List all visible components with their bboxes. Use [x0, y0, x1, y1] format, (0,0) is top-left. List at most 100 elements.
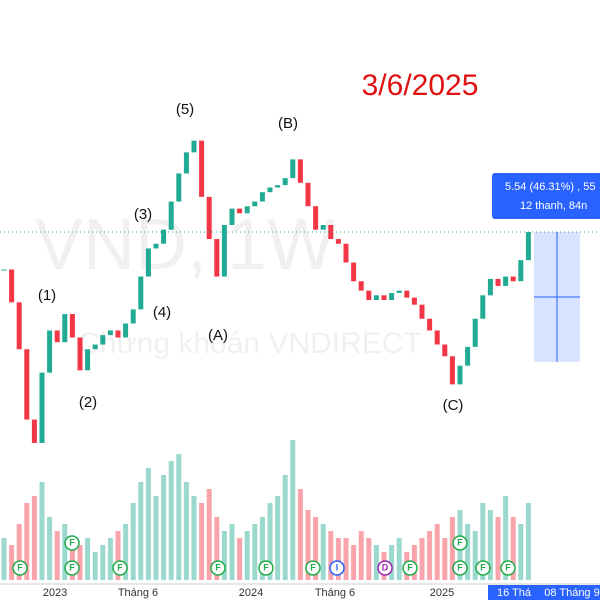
event-marker[interactable]: I: [336, 562, 339, 572]
event-marker[interactable]: F: [310, 562, 316, 572]
volume-bar: [176, 454, 182, 580]
volume-bar: [373, 545, 379, 580]
volume-bar: [389, 545, 395, 580]
volume-bar: [153, 496, 159, 580]
candle-body: [457, 365, 463, 385]
candle-body: [343, 243, 349, 263]
event-marker[interactable]: F: [505, 562, 511, 572]
candle-body: [138, 276, 144, 310]
event-marker[interactable]: F: [263, 562, 269, 572]
wave-label: (A): [208, 327, 228, 344]
event-marker[interactable]: F: [480, 562, 486, 572]
event-marker[interactable]: F: [69, 537, 75, 547]
wave-label: (2): [79, 394, 97, 411]
volume-bar: [320, 524, 326, 580]
volume-bar: [107, 538, 113, 580]
candle-body: [214, 239, 220, 277]
x-tick-label: 2025: [430, 587, 454, 599]
wave-label: (1): [38, 287, 56, 304]
volume-bar: [503, 496, 509, 580]
candle-body: [434, 330, 440, 345]
candle-body: [449, 356, 455, 385]
candle-body: [252, 201, 258, 207]
candle-body: [525, 232, 531, 261]
volume-bar: [434, 524, 440, 580]
volume-bar: [290, 440, 296, 580]
candle-body: [411, 297, 417, 305]
volume-bar: [427, 531, 433, 580]
event-marker[interactable]: F: [17, 562, 23, 572]
volume-bar: [252, 524, 258, 580]
candle-body: [351, 262, 357, 282]
wave-label: (4): [153, 304, 171, 321]
volume-bar: [282, 475, 288, 580]
volume-bar: [123, 524, 129, 580]
volume-bar: [24, 503, 30, 580]
candle-body: [320, 225, 326, 230]
candle-body: [366, 290, 372, 300]
candle-body: [206, 196, 212, 240]
volume-bar: [100, 545, 106, 580]
candle-body: [358, 281, 364, 291]
volume-bar: [396, 538, 402, 580]
volume-bar: [31, 496, 37, 580]
event-marker[interactable]: F: [457, 537, 463, 547]
volume-bar: [115, 531, 121, 580]
volume-bar: [183, 482, 189, 580]
event-marker[interactable]: F: [457, 562, 463, 572]
volume-bar: [518, 524, 524, 580]
volume-bar: [510, 517, 516, 580]
volume-bar: [85, 538, 91, 580]
candle-body: [389, 292, 395, 300]
volume-bar: [449, 517, 455, 580]
volume-bar: [480, 503, 486, 580]
x-tick-label: 2023: [43, 587, 67, 599]
event-marker[interactable]: D: [382, 562, 389, 572]
candle-body: [85, 349, 91, 371]
candle-body: [373, 295, 379, 300]
watermark: VND, 1W: [35, 205, 335, 285]
volume-bar: [366, 538, 372, 580]
candle-body: [290, 159, 296, 179]
candle-body: [275, 185, 281, 188]
candle-body: [69, 314, 75, 338]
candle-body: [472, 318, 478, 347]
volume-bar: [237, 538, 243, 580]
volume-bar: [161, 475, 167, 580]
event-marker[interactable]: F: [407, 562, 413, 572]
volume-bar: [54, 531, 60, 580]
volume-bar: [130, 503, 136, 580]
volume-bar: [16, 524, 22, 580]
volume-bar: [487, 510, 493, 580]
candle-body: [396, 290, 402, 293]
event-marker[interactable]: F: [69, 562, 75, 572]
cursor-range: [488, 585, 600, 600]
measure-label: 5.54 (46.31%) , 55: [505, 181, 596, 193]
volume-bar: [138, 482, 144, 580]
volume-bar: [351, 545, 357, 580]
volume-bar: [297, 489, 303, 580]
volume-bar: [221, 531, 227, 580]
candle-body: [191, 140, 197, 153]
price-pane: [1, 140, 531, 443]
volume-bar: [145, 468, 151, 580]
candle-body: [24, 349, 30, 420]
measure-tooltip: [492, 173, 600, 219]
candle-body: [145, 248, 151, 277]
candle-body: [107, 330, 113, 336]
volume-bar: [419, 538, 425, 580]
volume-bar: [69, 538, 75, 580]
volume-bar: [77, 545, 83, 580]
candle-body: [305, 182, 311, 207]
wave-label: (3): [134, 206, 152, 223]
candle-body: [259, 192, 265, 202]
candle-body: [62, 314, 68, 343]
candle-body: [168, 201, 174, 230]
candle-body: [510, 276, 516, 282]
candle-body: [404, 290, 410, 298]
volume-bar: [62, 524, 68, 580]
event-marker[interactable]: F: [215, 562, 221, 572]
candle-body: [282, 178, 288, 186]
event-marker[interactable]: F: [117, 562, 123, 572]
